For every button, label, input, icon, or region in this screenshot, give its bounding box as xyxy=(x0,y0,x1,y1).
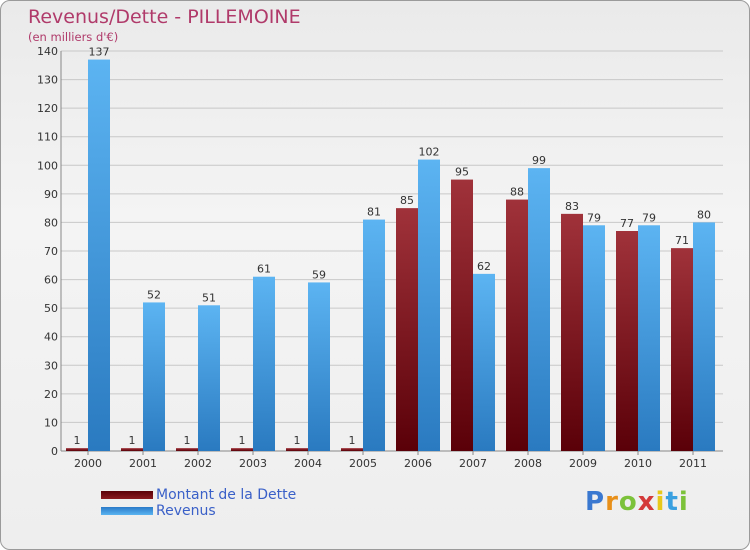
x-tick-label: 2001 xyxy=(129,457,157,470)
y-tick-label: 10 xyxy=(44,416,58,429)
y-tick-label: 80 xyxy=(44,216,58,229)
x-tick-label: 2000 xyxy=(74,457,102,470)
brand-letter: i xyxy=(678,487,689,517)
legend-label-revenue: Revenus xyxy=(156,503,216,519)
y-tick-label: 90 xyxy=(44,188,58,201)
y-tick-label: 50 xyxy=(44,302,58,315)
brand-letter: o xyxy=(618,487,638,517)
data-label-revenue: 79 xyxy=(587,211,601,224)
data-label-debt: 1 xyxy=(349,434,356,447)
bar-debt xyxy=(561,213,583,451)
data-label-revenue: 79 xyxy=(642,211,656,224)
data-label-revenue: 99 xyxy=(532,154,546,167)
bar-revenue xyxy=(198,305,220,451)
brand-letter: x xyxy=(637,487,656,517)
y-tick-label: 100 xyxy=(37,159,58,172)
brand-letter: t xyxy=(665,487,679,517)
brand-letter: P xyxy=(585,487,606,517)
brand-letter: i xyxy=(655,487,666,517)
x-tick-label: 2008 xyxy=(514,457,542,470)
bar-revenue xyxy=(638,225,660,451)
bar-debt xyxy=(121,448,143,451)
legend-swatch-debt xyxy=(101,491,153,499)
x-tick-label: 2003 xyxy=(239,457,267,470)
bar-debt xyxy=(451,179,473,452)
y-tick-label: 110 xyxy=(37,131,58,144)
x-tick-label: 2010 xyxy=(624,457,652,470)
data-label-revenue: 51 xyxy=(202,291,216,304)
legend-label-debt: Montant de la Dette xyxy=(156,487,297,503)
x-tick-label: 2002 xyxy=(184,457,212,470)
bar-debt xyxy=(176,448,198,451)
bar-revenue xyxy=(253,276,275,451)
bar-revenue xyxy=(363,219,385,451)
data-label-revenue: 61 xyxy=(257,263,271,276)
y-tick-label: 20 xyxy=(44,388,58,401)
data-label-debt: 1 xyxy=(294,434,301,447)
bar-revenue xyxy=(693,222,715,451)
bar-debt xyxy=(396,208,418,451)
data-label-revenue: 62 xyxy=(477,260,491,273)
y-tick-label: 120 xyxy=(37,102,58,115)
data-label-debt: 83 xyxy=(565,200,579,213)
bar-debt xyxy=(231,448,253,451)
x-tick-label: 2009 xyxy=(569,457,597,470)
bar-revenue xyxy=(143,302,165,451)
x-tick-label: 2007 xyxy=(459,457,487,470)
bar-revenue xyxy=(583,225,605,451)
brand-letter: r xyxy=(605,487,619,517)
bar-revenue xyxy=(473,273,495,451)
legend-swatch-revenue xyxy=(101,507,153,515)
x-tick-label: 2004 xyxy=(294,457,322,470)
x-tick-label: 2005 xyxy=(349,457,377,470)
y-tick-label: 0 xyxy=(51,445,58,458)
data-label-debt: 95 xyxy=(455,166,469,179)
data-label-revenue: 80 xyxy=(697,208,711,221)
bar-revenue xyxy=(528,168,550,451)
y-tick-label: 40 xyxy=(44,331,58,344)
bar-debt xyxy=(286,448,308,451)
x-tick-label: 2011 xyxy=(679,457,707,470)
data-label-revenue: 81 xyxy=(367,206,381,219)
y-tick-label: 30 xyxy=(44,359,58,372)
data-label-debt: 1 xyxy=(239,434,246,447)
y-tick-label: 140 xyxy=(37,45,58,58)
bar-revenue xyxy=(418,159,440,452)
bar-debt xyxy=(671,248,693,451)
y-tick-label: 130 xyxy=(37,74,58,87)
data-label-revenue: 137 xyxy=(89,46,110,59)
data-label-revenue: 52 xyxy=(147,288,161,301)
bar-debt xyxy=(506,199,528,451)
bar-debt xyxy=(66,448,88,451)
data-label-revenue: 102 xyxy=(419,146,440,159)
x-tick-label: 2006 xyxy=(404,457,432,470)
bar-revenue xyxy=(308,282,330,451)
y-tick-label: 60 xyxy=(44,274,58,287)
data-label-debt: 1 xyxy=(184,434,191,447)
bar-revenue xyxy=(88,59,110,451)
proxiti-logo: Proxiti xyxy=(585,487,689,517)
data-label-revenue: 59 xyxy=(312,268,326,281)
chart-subtitle: (en milliers d'€) xyxy=(28,30,119,44)
data-label-debt: 77 xyxy=(620,217,634,230)
data-label-debt: 1 xyxy=(129,434,136,447)
y-tick-label: 70 xyxy=(44,245,58,258)
data-label-debt: 71 xyxy=(675,234,689,247)
bar-debt xyxy=(341,448,363,451)
bar-debt xyxy=(616,231,638,451)
data-label-debt: 88 xyxy=(510,186,524,199)
chart-title: Revenus/Dette - PILLEMOINE xyxy=(28,6,301,28)
data-label-debt: 1 xyxy=(74,434,81,447)
data-label-debt: 85 xyxy=(400,194,414,207)
